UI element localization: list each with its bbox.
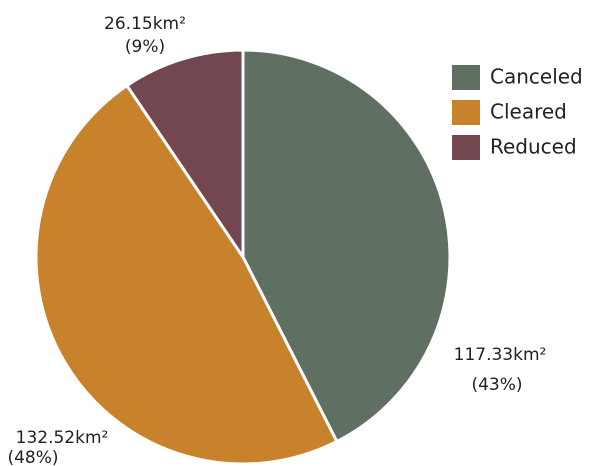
legend-label: Cleared [490,100,567,124]
legend-swatch [452,100,480,125]
pie-slice [241,48,452,444]
legend-label: Reduced [490,135,577,159]
value-label: 26.15km² [104,14,186,34]
legend-swatch [452,135,480,160]
percent-label: (9%) [125,37,165,57]
percent-label: (43%) [471,375,522,395]
value-label: 132.52km² [16,428,109,448]
pie-slice [34,83,339,466]
legend-label: Canceled [490,65,583,89]
value-label: 117.33km² [454,345,547,365]
legend-swatch [452,65,480,90]
pie-slice [124,48,245,262]
percent-label: (48%) [7,448,58,466]
